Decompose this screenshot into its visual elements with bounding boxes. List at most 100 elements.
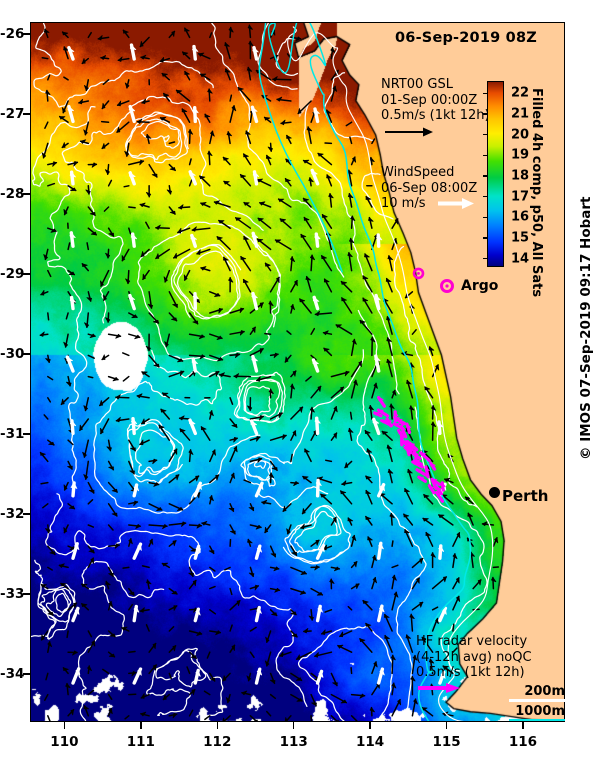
current-vector-arrow: [87, 689, 95, 696]
current-arrow-head: [228, 27, 234, 33]
wind-arrow-head: [374, 295, 381, 301]
wind-arrow-head: [374, 355, 381, 361]
current-arrow-head: [358, 361, 362, 368]
current-arrow-head: [149, 539, 154, 545]
current-vector-arrow: [47, 182, 56, 187]
current-arrow-head: [369, 707, 375, 713]
hf-radar-arrow-head: [393, 423, 400, 427]
current-arrow-head: [222, 717, 226, 721]
current-arrow-head: [297, 108, 302, 114]
current-vector-arrow: [324, 609, 333, 613]
current-arrow-head: [140, 54, 147, 60]
y-axis-label: -29: [0, 266, 25, 282]
current-arrow-head: [261, 499, 268, 505]
current-arrow-head: [61, 107, 66, 114]
current-arrow-head: [246, 67, 253, 72]
current-arrow-head: [171, 591, 178, 595]
current-arrow-head: [198, 52, 205, 57]
current-arrow-head: [243, 279, 249, 283]
current-arrow-head: [323, 330, 329, 336]
current-vector-arrow: [349, 136, 353, 145]
current-vector-arrow: [325, 459, 333, 463]
current-arrow-head: [100, 280, 104, 287]
current-arrow-head: [117, 100, 122, 107]
current-arrow-head: [155, 253, 160, 259]
current-arrow-head: [156, 507, 163, 511]
current-arrow-head: [108, 232, 114, 237]
current-arrow-head: [162, 524, 168, 530]
current-arrow-head: [180, 370, 184, 376]
current-arrow-head: [181, 521, 186, 527]
current-arrow-head: [292, 430, 297, 437]
current-arrow-head: [115, 333, 121, 339]
current-arrow-head: [270, 553, 277, 558]
bathymetry-depth-key: 200m 1000m: [509, 684, 565, 723]
wind-arrow-head: [195, 546, 201, 553]
current-arrow-head: [99, 400, 104, 406]
current-arrow-head: [347, 169, 353, 175]
current-arrow-head: [78, 98, 83, 105]
current-vector-arrow: [87, 630, 93, 638]
current-arrow-head: [413, 698, 418, 705]
current-arrow-head: [216, 236, 223, 240]
current-arrow-head: [259, 415, 264, 421]
current-arrow-head: [365, 516, 372, 520]
current-arrow-head: [108, 708, 113, 715]
current-arrow-head: [465, 496, 472, 501]
current-streamline: [275, 37, 299, 76]
current-vector-arrow: [87, 499, 94, 505]
current-arrow-head: [286, 528, 291, 535]
current-arrow-head: [381, 431, 388, 435]
current-arrow-head: [404, 488, 410, 492]
current-arrow-head: [191, 226, 197, 232]
depth-200m-rule: [509, 699, 565, 702]
hf-radar-arrow-head: [431, 478, 438, 483]
current-arrow-head: [268, 388, 274, 394]
current-arrow-head: [100, 55, 107, 60]
current-arrow-head: [284, 356, 289, 363]
current-vector-arrow: [122, 375, 130, 382]
current-streamline: [45, 493, 308, 708]
current-vector-arrow: [188, 709, 194, 717]
current-arrow-head: [209, 495, 214, 502]
wind-arrow-head: [258, 482, 264, 490]
current-arrow-head: [390, 655, 396, 661]
current-arrow-head: [83, 129, 88, 136]
current-arrow-head: [310, 254, 315, 261]
current-arrow-head: [141, 418, 145, 424]
current-vector-arrow: [47, 74, 51, 81]
current-arrow-head: [162, 562, 168, 567]
current-arrow-head: [201, 426, 207, 431]
current-streamline: [282, 504, 351, 565]
x-axis-label: 110: [50, 734, 79, 750]
current-arrow-head: [67, 465, 73, 470]
current-vector-arrow: [47, 269, 52, 278]
current-vector-arrow: [63, 76, 69, 81]
current-arrow-head: [140, 693, 145, 699]
y-axis-tick: [23, 593, 30, 595]
nrt-legend-line3: 0.5m/s (1kt 12h): [381, 108, 490, 123]
current-arrow-head: [101, 102, 106, 109]
current-arrow-head: [192, 580, 197, 587]
current-arrow-head: [353, 379, 358, 386]
wind-arrow-head: [192, 46, 199, 52]
current-arrow-head: [269, 679, 276, 684]
current-vector-arrow: [243, 479, 252, 484]
current-arrow-head: [153, 482, 159, 487]
current-arrow-head: [216, 335, 223, 340]
wind-arrow-head: [129, 44, 137, 50]
current-arrow-head: [368, 217, 374, 222]
current-arrow-head: [81, 603, 88, 607]
current-arrow-head: [257, 217, 264, 222]
current-arrow-head: [290, 611, 297, 615]
current-arrow-head: [43, 28, 50, 33]
current-vector-arrow: [47, 397, 52, 403]
current-arrow-head: [282, 434, 287, 440]
current-arrow-head: [146, 579, 152, 585]
map-plot-area[interactable]: [30, 22, 565, 722]
current-vector-arrow: [269, 693, 277, 700]
current-arrow-head: [272, 76, 278, 82]
current-vector-arrow: [350, 715, 358, 721]
current-arrow-head: [224, 68, 231, 73]
